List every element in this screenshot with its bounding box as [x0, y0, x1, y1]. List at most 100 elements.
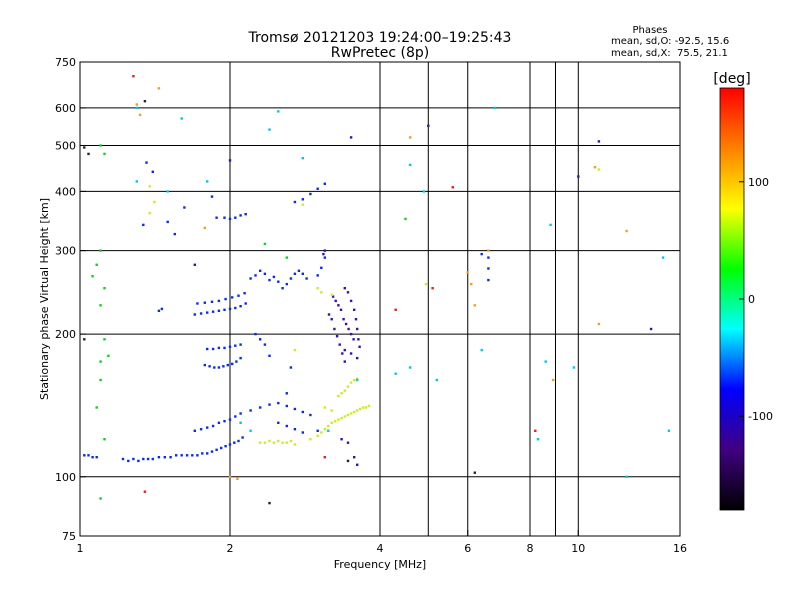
data-point: [239, 305, 242, 308]
data-point: [301, 272, 304, 275]
y-tick-label: 100: [55, 471, 76, 484]
data-point: [330, 421, 333, 424]
data-point: [323, 249, 326, 252]
data-point: [470, 282, 473, 286]
data-point: [199, 428, 203, 431]
data-point: [337, 394, 340, 398]
data-point: [263, 272, 267, 275]
data-point: [305, 277, 308, 280]
data-point: [327, 313, 331, 316]
data-point: [356, 378, 359, 382]
data-point: [224, 445, 227, 448]
data-point: [272, 441, 276, 444]
y-axis-label: Stationary phase Virtual Height [km]: [38, 198, 51, 400]
data-point: [661, 256, 665, 259]
x-tick-label: 10: [571, 542, 585, 555]
data-point: [335, 335, 339, 338]
data-point: [536, 438, 540, 441]
data-point: [323, 456, 326, 459]
data-point: [263, 242, 267, 246]
data-point: [277, 421, 280, 424]
data-point: [549, 223, 552, 227]
data-point: [285, 256, 288, 259]
data-point: [95, 263, 98, 266]
data-point: [333, 327, 336, 331]
data-point: [293, 443, 297, 446]
data-point: [259, 441, 262, 444]
data-point: [356, 327, 359, 331]
data-point: [353, 456, 356, 459]
data-point: [322, 252, 325, 256]
data-point: [206, 426, 209, 429]
data-point: [235, 360, 238, 363]
data-point: [342, 318, 345, 321]
data-point: [301, 203, 304, 206]
data-point: [217, 299, 221, 303]
data-point: [226, 363, 229, 367]
data-point: [301, 157, 304, 160]
data-point: [99, 304, 102, 307]
data-point: [211, 424, 215, 428]
data-points: [83, 75, 671, 505]
data-point: [254, 332, 257, 336]
colorbar-ticks: 100 0 -100: [739, 176, 773, 423]
data-point: [349, 136, 353, 139]
data-point: [572, 366, 576, 369]
data-point: [213, 366, 216, 369]
data-point: [215, 448, 218, 451]
data-point: [285, 441, 288, 444]
data-point: [127, 459, 130, 463]
data-point: [243, 292, 246, 295]
data-point: [480, 252, 483, 256]
data-point: [277, 110, 280, 113]
data-point: [135, 180, 138, 183]
data-point: [649, 327, 653, 331]
data-point: [222, 365, 225, 368]
data-point: [191, 454, 194, 457]
data-point: [356, 356, 359, 360]
data-point: [349, 299, 353, 303]
data-point: [228, 307, 232, 311]
data-point: [143, 490, 147, 493]
data-point: [259, 338, 262, 341]
data-point: [151, 170, 154, 173]
data-point: [343, 360, 346, 363]
data-point: [625, 475, 628, 478]
data-point: [285, 392, 288, 395]
data-point: [349, 381, 353, 384]
y-tick-label: 200: [55, 328, 76, 341]
data-point: [320, 431, 323, 434]
data-point: [137, 459, 140, 463]
data-point: [91, 275, 94, 278]
data-point: [431, 287, 434, 290]
data-point: [217, 421, 221, 424]
data-point: [356, 409, 359, 412]
data-point: [473, 471, 476, 474]
data-point: [394, 308, 397, 311]
data-point: [340, 416, 343, 420]
data-point: [201, 452, 204, 455]
data-point: [309, 438, 312, 441]
data-point: [185, 454, 189, 457]
data-point: [333, 420, 337, 423]
data-point: [103, 152, 106, 156]
data-point: [210, 195, 214, 198]
data-point: [277, 280, 280, 283]
data-point: [359, 407, 362, 411]
data-point: [330, 318, 333, 321]
data-point: [357, 338, 360, 341]
data-point: [183, 206, 186, 209]
data-point: [409, 366, 412, 369]
data-point: [223, 308, 226, 311]
data-point: [338, 343, 341, 346]
data-point: [228, 159, 232, 162]
data-point: [435, 378, 438, 382]
data-point: [237, 439, 240, 443]
data-point: [135, 103, 138, 106]
data-point: [341, 352, 344, 355]
data-point: [228, 217, 232, 221]
data-point: [337, 418, 340, 421]
data-point: [208, 365, 211, 368]
data-point: [364, 406, 368, 409]
data-point: [83, 338, 86, 341]
